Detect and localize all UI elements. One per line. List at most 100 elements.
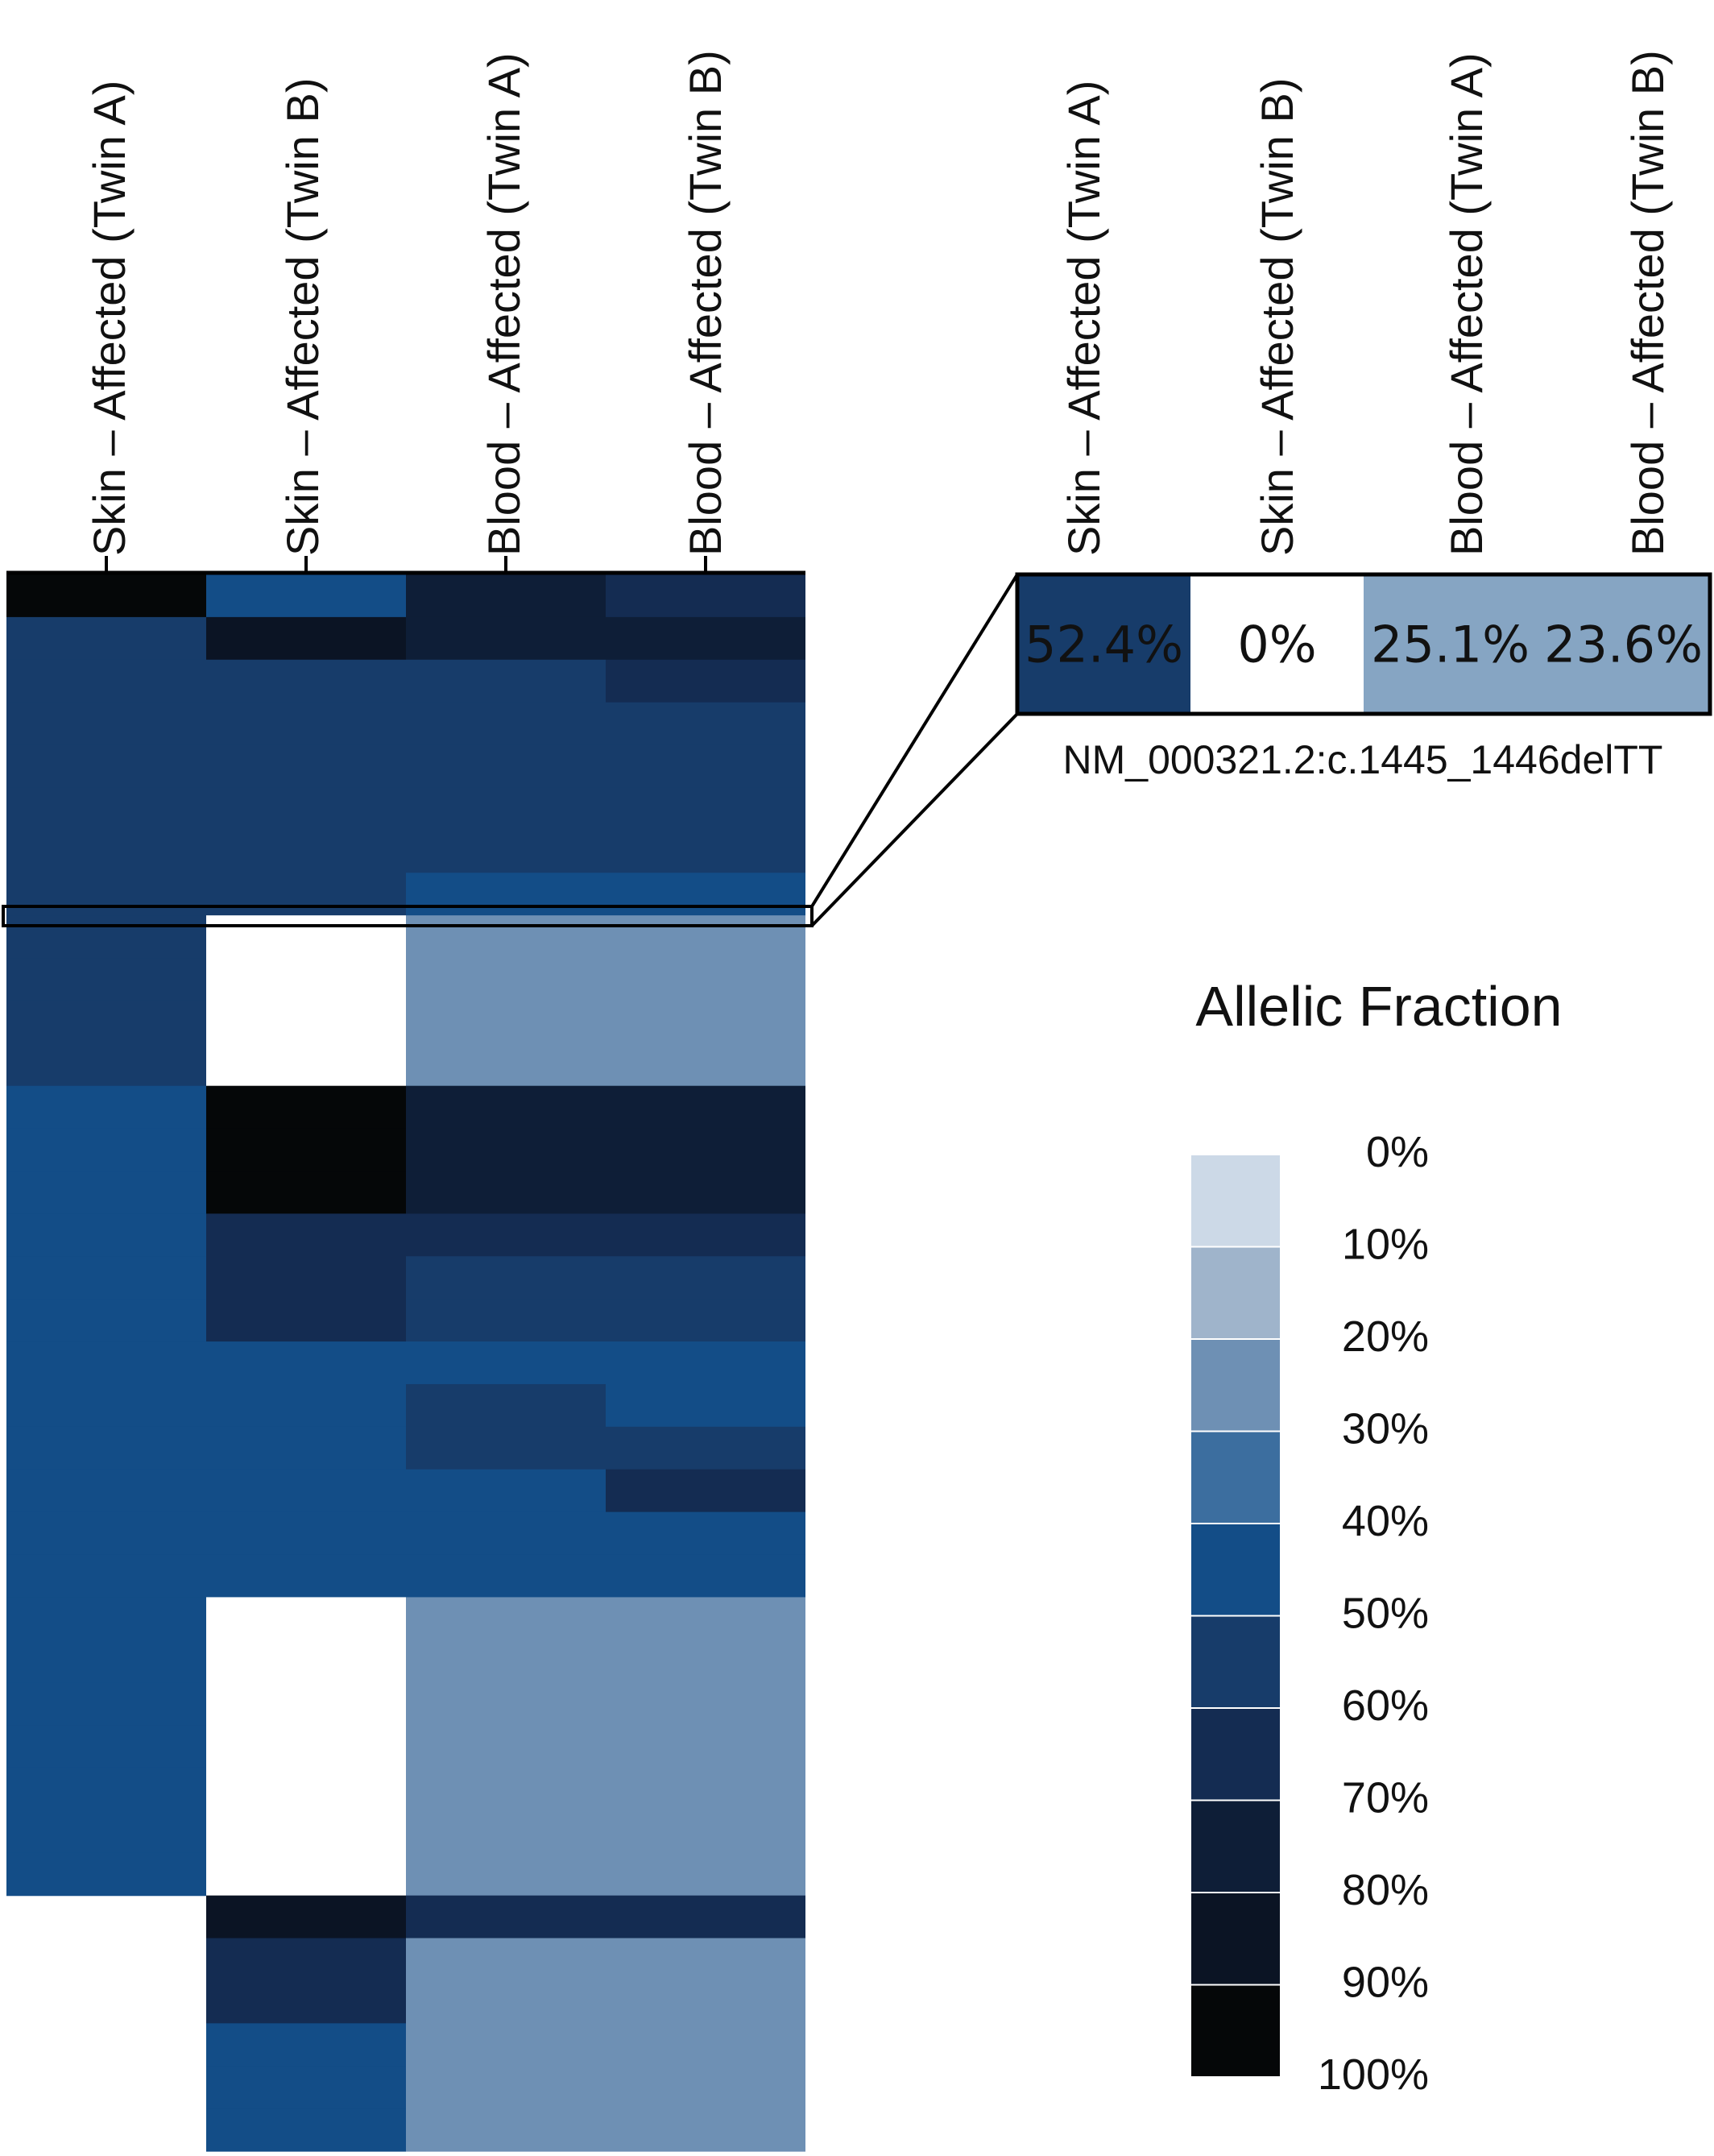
heatmap-cell [6,1256,206,1300]
inset-column-label-2: Skin – Affected (Twin B) [1252,78,1302,556]
heatmap-cell [406,958,606,1001]
legend-ticks: 0% 10% 20% 30% 40% 50% 60% 70% 80% 90% 100% [1318,1128,1429,2099]
heatmap-cell [6,744,206,789]
column-labels: Skin – Affected (Twin A) Skin – Affected… [84,50,731,556]
legend-swatch [1190,1523,1281,1617]
heatmap-cell [6,616,206,661]
legend-tick-label: 10% [1342,1221,1429,1269]
legend-tick-label: 20% [1342,1312,1429,1361]
heatmap-cell [406,1426,606,1470]
legend-tick-label: 70% [1342,1774,1429,1822]
heatmap-cell [406,1213,606,1257]
heatmap-cell [206,2066,406,2109]
heatmap-cell [6,1511,206,1556]
heatmap-cell [606,830,805,873]
heatmap-cell [206,1213,406,1257]
heatmap-cell [6,1852,206,1897]
heatmap-cell [206,1980,406,2024]
heatmap-cell [606,1980,805,2024]
legend-tick-label: 30% [1342,1405,1429,1453]
column-ticks [105,556,707,573]
inset-value-label: 25.1% [1371,616,1530,674]
legend-swatch [1190,1984,1281,2078]
heatmap-cell [206,1810,406,1854]
heatmap-cell [206,1895,406,1939]
inset-cell [1017,574,1190,714]
legend-swatches [1190,1154,1281,2078]
heatmap-cell [6,1554,206,1598]
heatmap-cell [6,1128,206,1172]
heatmap-cell [206,830,406,873]
heatmap-cell [206,1511,406,1556]
heatmap-cell [6,958,206,1001]
heatmap-cell [606,1213,805,1257]
heatmap-cell [406,1043,606,1087]
heatmap-cell [206,1725,406,1768]
heatmap-cell [606,2023,805,2067]
heatmap-cell [606,744,805,789]
legend-tick-label: 90% [1342,1959,1429,2007]
heatmap-cell [206,1299,406,1342]
heatmap-cell [606,659,805,703]
heatmap-cell [406,1511,606,1556]
legend-swatch [1190,1615,1281,1709]
heatmap-cell [206,1171,406,1214]
zoom-connector-top [810,573,1019,908]
heatmap-cell [606,1810,805,1854]
heatmap-cell [606,574,805,618]
heatmap-cell [406,873,606,916]
heatmap-cell [606,1085,805,1130]
inset-value-label: 0% [1237,616,1316,674]
legend-swatch [1190,1154,1281,1248]
heatmap-cell [6,1000,206,1044]
heatmap-cell [206,1938,406,1982]
inset-cell [1190,574,1364,714]
heatmap-cell [406,2108,606,2152]
legend-tick-label: 0% [1366,1128,1429,1176]
heatmap-cell [406,1767,606,1811]
heatmap-cell [6,915,206,959]
heatmap-cell [206,744,406,789]
heatmap-cell [206,915,406,959]
heatmap-cell [6,1299,206,1342]
heatmap-cell [406,1852,606,1897]
heatmap-cell [206,787,406,831]
heatmap-cell [606,1128,805,1172]
variant-caption: NM_000321.2:c.1445_1446delTT [1063,737,1663,782]
heatmap-cell [6,1043,206,1087]
heatmap-cell [6,659,206,703]
heatmap-cell [406,1810,606,1854]
heatmap-cell [6,1682,206,1726]
heatmap-cell [6,1341,206,1385]
heatmap-cell [406,1640,606,1683]
heatmap-cell [206,1426,406,1470]
heatmap-cell [206,1043,406,1087]
heatmap-cell [406,1980,606,2024]
heatmap-cell [206,1383,406,1428]
inset-cell [1364,574,1537,714]
heatmap-cell [6,1597,206,1640]
heatmap-cell [606,1341,805,1385]
heatmap-cell [6,1171,206,1214]
heatmap-cell [606,1469,805,1513]
heatmap-cell [406,830,606,873]
heatmap-cell [6,830,206,873]
heatmap-cell [606,1554,805,1598]
inset-cells: 52.4% 0% 25.1% 23.6% [1017,574,1710,714]
legend-swatch [1190,1707,1281,1802]
legend-title: Allelic Fraction [1195,975,1562,1038]
heatmap-cell [206,1341,406,1385]
heatmap-cell [406,1554,606,1598]
heatmap-cell [606,1383,805,1428]
heatmap-cell [206,2108,406,2152]
heatmap-cell [606,1938,805,1982]
heatmap-cell [606,1043,805,1087]
heatmap-cell [406,1000,606,1044]
heatmap-cell [606,1597,805,1640]
legend-swatch [1190,1246,1281,1340]
inset-border [1015,572,1712,716]
heatmap-cell [406,616,606,661]
heatmap-cell [606,1895,805,1939]
heatmap-cell [6,574,206,618]
